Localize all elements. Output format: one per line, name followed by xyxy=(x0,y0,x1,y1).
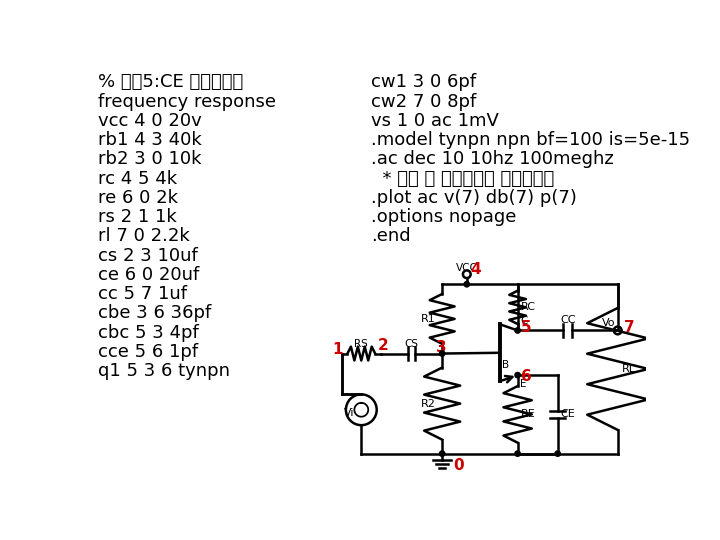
Text: 3: 3 xyxy=(436,340,446,355)
Text: Vi: Vi xyxy=(344,408,355,418)
Text: 6: 6 xyxy=(521,369,531,384)
Text: rc 4 5 4k: rc 4 5 4k xyxy=(98,170,177,187)
Text: * 점의 수 시작주파수 최종주파수: * 점의 수 시작주파수 최종주파수 xyxy=(372,170,554,187)
Text: E: E xyxy=(520,379,526,389)
Circle shape xyxy=(439,451,445,456)
Text: 7: 7 xyxy=(624,320,634,335)
Text: CC: CC xyxy=(560,315,575,325)
Text: cce 5 6 1pf: cce 5 6 1pf xyxy=(98,343,198,361)
Text: rs 2 1 1k: rs 2 1 1k xyxy=(98,208,176,226)
Text: re 6 0 2k: re 6 0 2k xyxy=(98,189,178,207)
Text: q1 5 3 6 tynpn: q1 5 3 6 tynpn xyxy=(98,362,230,380)
Text: rb1 4 3 40k: rb1 4 3 40k xyxy=(98,131,202,149)
Text: .plot ac v(7) db(7) p(7): .plot ac v(7) db(7) p(7) xyxy=(372,189,577,207)
Text: RE: RE xyxy=(521,409,536,420)
Circle shape xyxy=(515,373,521,378)
Circle shape xyxy=(555,451,560,456)
Text: .options nopage: .options nopage xyxy=(372,208,517,226)
Text: Vo: Vo xyxy=(603,318,616,328)
Text: cw2 7 0 8pf: cw2 7 0 8pf xyxy=(372,92,477,111)
Text: CS: CS xyxy=(405,339,418,349)
Circle shape xyxy=(515,328,521,333)
Text: % 예지5:CE 주파수분석: % 예지5:CE 주파수분석 xyxy=(98,73,243,91)
Text: 1: 1 xyxy=(333,342,343,357)
Text: R2: R2 xyxy=(420,399,436,409)
Text: vcc 4 0 20v: vcc 4 0 20v xyxy=(98,112,202,130)
Text: rl 7 0 2.2k: rl 7 0 2.2k xyxy=(98,227,189,245)
Text: C: C xyxy=(520,316,527,326)
Text: 5: 5 xyxy=(521,320,531,335)
Text: B: B xyxy=(503,360,509,370)
Text: R1: R1 xyxy=(420,314,436,324)
Text: RL: RL xyxy=(621,364,636,374)
Text: vs 1 0 ac 1mV: vs 1 0 ac 1mV xyxy=(372,112,499,130)
Text: cs 2 3 10uf: cs 2 3 10uf xyxy=(98,247,198,265)
Text: .end: .end xyxy=(372,227,411,245)
Text: 4: 4 xyxy=(470,262,480,277)
Text: rb2 3 0 10k: rb2 3 0 10k xyxy=(98,150,202,168)
Text: VCC: VCC xyxy=(456,264,478,273)
Text: 2: 2 xyxy=(377,339,388,353)
Text: .model tynpn npn bf=100 is=5e-15: .model tynpn npn bf=100 is=5e-15 xyxy=(372,131,690,149)
Text: RS: RS xyxy=(354,339,368,349)
Text: cbc 5 3 4pf: cbc 5 3 4pf xyxy=(98,323,199,341)
Circle shape xyxy=(439,351,445,356)
Text: ce 6 0 20uf: ce 6 0 20uf xyxy=(98,266,199,284)
Text: 0: 0 xyxy=(454,458,464,472)
Text: cw1 3 0 6pf: cw1 3 0 6pf xyxy=(372,73,477,91)
Text: cbe 3 6 36pf: cbe 3 6 36pf xyxy=(98,304,211,322)
Circle shape xyxy=(515,451,521,456)
Text: RC: RC xyxy=(521,302,536,312)
Text: .ac dec 10 10hz 100meghz: .ac dec 10 10hz 100meghz xyxy=(372,150,614,168)
Circle shape xyxy=(464,281,469,287)
Text: frequency response: frequency response xyxy=(98,92,276,111)
Text: CE: CE xyxy=(561,409,575,420)
Text: cc 5 7 1uf: cc 5 7 1uf xyxy=(98,285,187,303)
